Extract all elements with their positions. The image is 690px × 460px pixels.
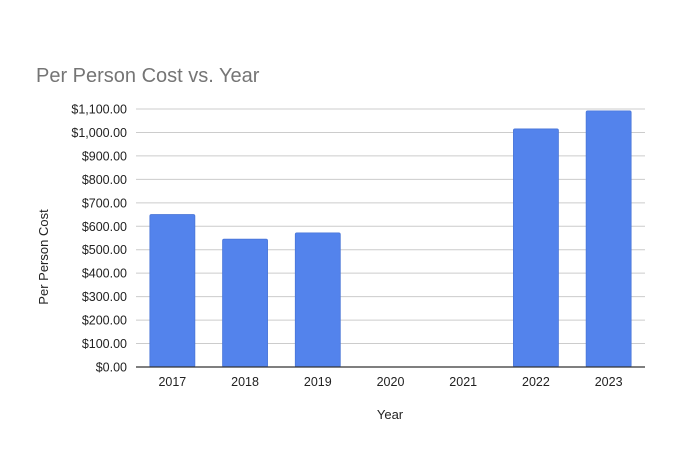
y-tick-label: $1,000.00	[71, 126, 127, 140]
bar-2017	[149, 214, 196, 368]
x-tick-label: 2021	[449, 375, 477, 389]
y-tick-label: $1,100.00	[71, 103, 127, 117]
gridlines	[136, 108, 645, 345]
y-tick-label: $600.00	[82, 220, 127, 234]
bars	[149, 110, 632, 368]
y-tick-label: $300.00	[82, 290, 127, 304]
y-tick-label: $0.00	[96, 361, 127, 375]
chart-title: Per Person Cost vs. Year	[36, 65, 260, 87]
bar-2019	[294, 232, 341, 368]
bar-2018	[222, 238, 268, 368]
x-tick-label: 2022	[522, 375, 550, 389]
y-tick-label: $800.00	[82, 173, 127, 187]
x-axis-ticks: 2017 2018 2019 2020 2021 2022 2023	[158, 375, 622, 389]
y-tick-label: $700.00	[82, 196, 127, 210]
x-tick-label: 2020	[377, 375, 405, 389]
y-tick-label: $900.00	[82, 149, 127, 163]
y-tick-label: $100.00	[82, 337, 127, 351]
y-tick-label: $200.00	[82, 314, 127, 328]
x-tick-label: 2023	[595, 375, 623, 389]
y-tick-label: $500.00	[82, 243, 127, 257]
y-axis-label: Per Person Cost	[36, 209, 51, 305]
bar-2023	[585, 110, 632, 368]
y-tick-label: $400.00	[82, 267, 127, 281]
x-tick-label: 2017	[158, 375, 186, 389]
x-axis-label: Year	[377, 407, 404, 422]
bar-2022	[513, 128, 559, 368]
x-tick-label: 2018	[231, 375, 259, 389]
y-axis-ticks: $0.00 $100.00 $200.00 $300.00 $400.00 $500.00…	[71, 103, 127, 375]
x-tick-label: 2019	[304, 375, 332, 389]
